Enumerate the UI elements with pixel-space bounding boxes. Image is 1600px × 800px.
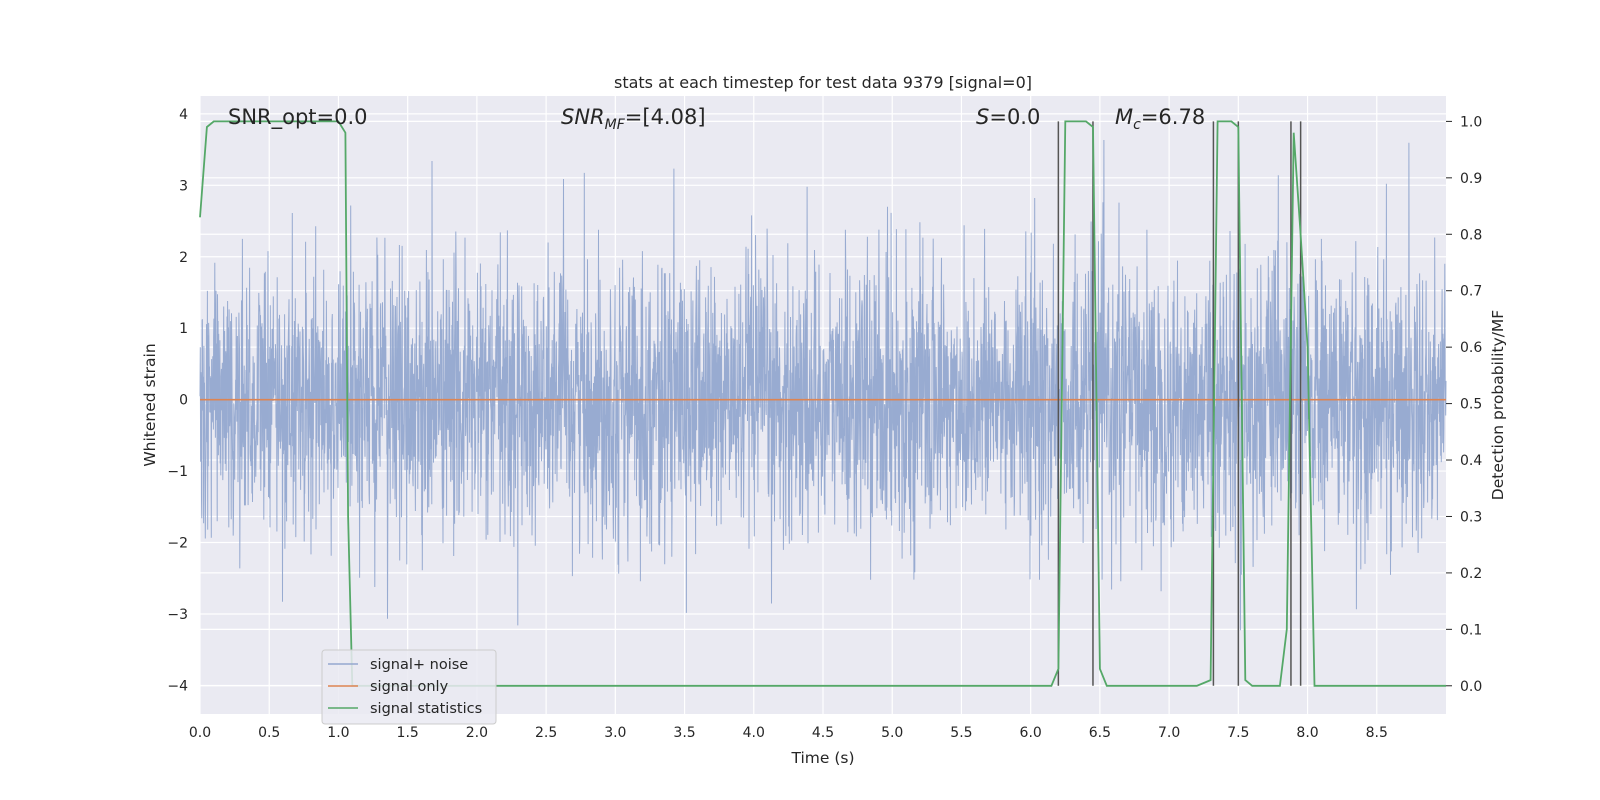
x-tick-label: 0.5 [258,725,280,741]
x-tick-label: 3.5 [673,725,695,741]
x-tick-label: 8.0 [1296,725,1318,741]
x-tick-label: 3.0 [604,725,626,741]
x-axis-ticks: 0.0 0.5 1.0 1.5 2.0 2.5 3.0 3.5 4.0 4.5 5.0 5.5 6.0 6… [189,725,1388,741]
legend-label-signal-only: signal only [370,679,449,695]
y-tick-label: −2 [167,536,188,552]
y2-tick-label: 0.0 [1460,679,1482,695]
signal-statistics-line [199,120,1446,687]
y-tick-label: 1 [179,321,188,337]
annotation-snr-mf: SNRMF=[4.08] [561,105,706,133]
y-tick-label: −4 [167,678,188,694]
x-tick-label: 0.0 [189,725,211,741]
x-tick-label: 5.0 [881,725,903,741]
y2-tick-label: 0.4 [1460,453,1482,469]
x-axis-title: Time (s) [790,749,854,767]
y2-axis-title: Detection probability/MF [1489,310,1507,501]
annotation-snr-opt: SNR_opt=0.0 [228,105,368,130]
legend-label-signal-statistics: signal statistics [370,701,482,717]
x-tick-label: 4.0 [743,725,765,741]
y-axis-ticks: 4 3 2 1 0 −1 −2 −3 −4 [167,107,188,695]
y2-tick-label: 0.3 [1460,509,1482,525]
x-tick-label: 4.5 [812,725,834,741]
x-tick-label: 1.5 [397,725,419,741]
y2-tick-label: 0.9 [1460,171,1482,187]
x-tick-label: 5.5 [950,725,972,741]
chart-title: stats at each timestep for test data 937… [614,73,1032,92]
y-axis-title: Whitened strain [141,343,159,466]
y-tick-label: 0 [179,393,188,409]
x-tick-label: 8.5 [1366,725,1388,741]
y2-tick-label: 0.8 [1460,227,1482,243]
y-tick-label: −3 [167,607,188,623]
y2-tick-label: 0.6 [1460,340,1482,356]
y-tick-label: 4 [179,107,188,123]
legend: signal+ noise signal only signal statist… [321,649,497,725]
y2-tick-label: 0.5 [1460,397,1482,413]
legend-box [321,649,497,725]
x-tick-label: 7.0 [1158,725,1180,741]
legend-label-signal-noise: signal+ noise [370,657,468,673]
x-tick-label: 1.0 [327,725,349,741]
y2-tick-label: 0.2 [1460,566,1482,582]
x-tick-label: 2.5 [535,725,557,741]
x-tick-label: 6.0 [1020,725,1042,741]
annotation-s: S=0.0 [976,105,1040,129]
y-tick-label: 3 [179,178,188,194]
event-markers [1057,121,1302,686]
x-tick-label: 7.5 [1227,725,1249,741]
y2-tick-label: 0.7 [1460,284,1482,300]
x-tick-label: 2.0 [466,725,488,741]
annotation-mc: Mc=6.78 [1115,105,1205,133]
y-tick-label: −1 [167,464,188,480]
x-tick-label: 6.5 [1089,725,1111,741]
y2-axis-ticks: 1.0 0.9 0.8 0.7 0.6 0.5 0.4 0.3 0.2 0.1 0.0 [1446,114,1482,695]
y2-tick-label: 1.0 [1460,114,1482,130]
y2-tick-label: 0.1 [1460,622,1482,638]
series-signal-statistics [199,120,1446,687]
y-tick-label: 2 [179,250,188,266]
